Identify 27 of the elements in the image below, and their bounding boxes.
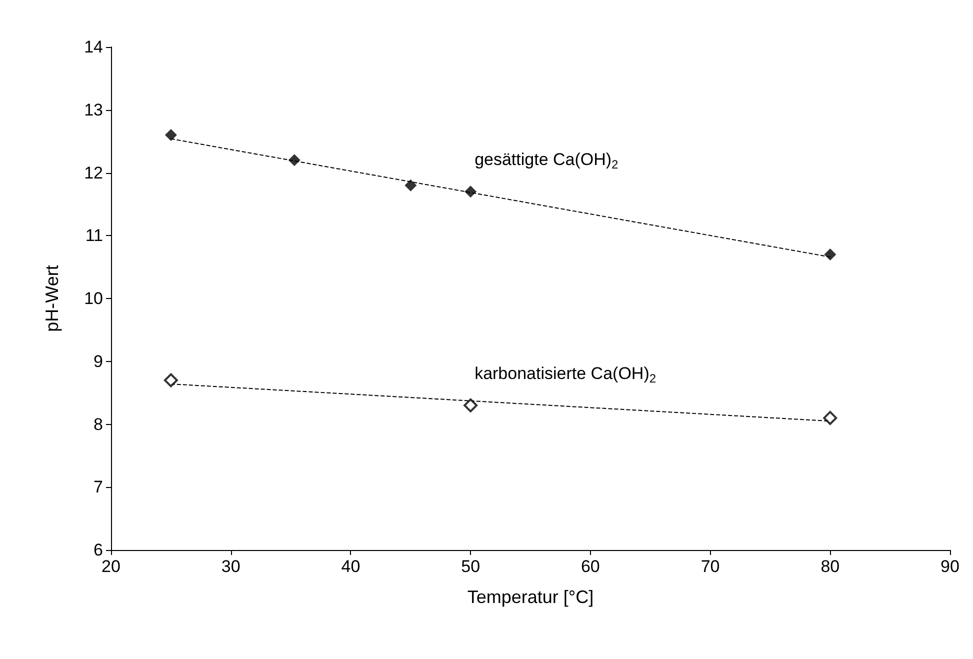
y-tick-label: 10 [84,289,103,308]
x-tick-label: 70 [700,557,720,576]
y-tick-label: 8 [94,414,103,434]
y-axis-title: pH-Wert [42,265,62,332]
y-tick-label: 7 [94,478,103,497]
y-tick-label: 9 [94,352,103,371]
x-tick-label: 90 [940,557,960,576]
y-tick-label: 6 [94,540,103,560]
point [464,398,478,412]
y-tick-label: 13 [84,100,103,120]
x-tick-label: 30 [221,557,240,576]
point [464,186,477,198]
point [823,410,838,425]
point [164,373,178,388]
x-tick-label: 80 [820,557,840,576]
point [824,248,836,260]
x-tick-label: 60 [580,557,600,576]
x-tick-label: 20 [102,557,120,576]
y-tick-label: 14 [84,38,103,56]
point [164,129,177,142]
point [288,154,300,166]
point [404,179,417,192]
x-axis-title: Temperatur [°C] [467,587,594,607]
x-tick-label: 40 [341,557,360,576]
y-tick-label: 12 [84,163,103,182]
x-tick-label: 50 [461,557,480,576]
y-tick-label: 11 [85,226,103,246]
